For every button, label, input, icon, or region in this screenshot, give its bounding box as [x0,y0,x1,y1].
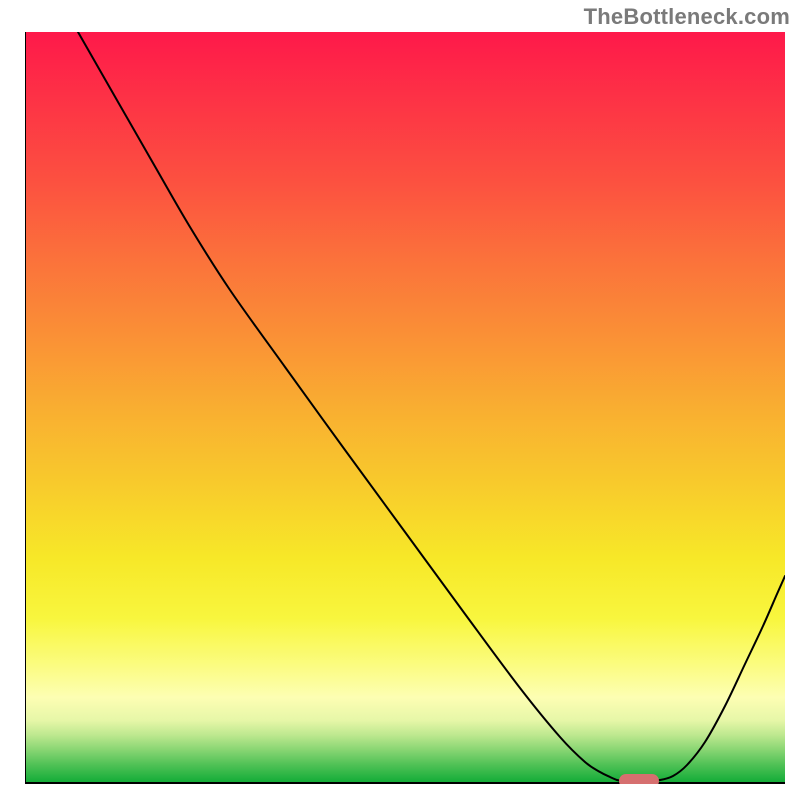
chart-svg [25,32,785,784]
chart-plot-area [25,32,785,784]
chart-background [25,32,785,784]
watermark-text: TheBottleneck.com [584,4,790,30]
optimal-marker [619,774,659,784]
